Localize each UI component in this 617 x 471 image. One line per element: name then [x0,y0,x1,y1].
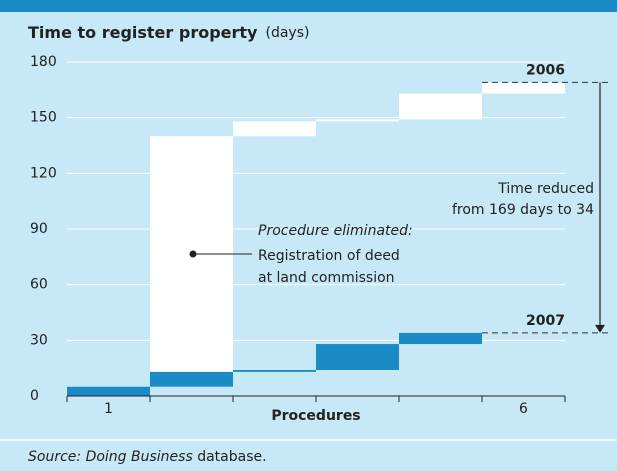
y-tick-label: 180 [30,54,57,70]
y-tick-label: 0 [30,388,39,404]
x-tick-label: 6 [519,401,528,417]
annotation: Registration of deed [258,248,400,264]
x-axis-label: Procedures [271,408,360,424]
arrow-head [595,324,605,333]
annotation: at land commission [258,270,395,286]
annotation: from 169 days to 34 [452,202,594,218]
x-tick-label: 1 [104,401,113,417]
y-unit: (days) [265,25,309,41]
legend-label: 2007 [526,313,565,329]
bar [399,93,482,120]
bar [482,82,565,94]
bar [233,370,316,372]
y-tick-label: 150 [30,110,57,126]
source-part: database. [193,449,267,465]
bar [233,121,316,137]
bar [150,371,233,387]
y-tick-label: 90 [30,221,48,237]
bar [150,136,233,387]
source: Source: Doing Business database. [28,449,267,465]
bar [316,119,399,122]
y-tick-label: 60 [30,277,48,293]
annotation-heading: Procedure eliminated: [258,223,413,239]
annotation: Time reduced [497,181,594,197]
legend-label: 2006 [526,62,565,78]
source-part: Source: [28,449,86,465]
title: Time to register property [28,23,258,42]
header-band [0,0,617,12]
bar [399,332,482,345]
source-part: Doing Business [86,449,193,465]
chart-title: Time to register property (days) [28,23,309,42]
y-tick-label: 30 [30,332,48,348]
callout-dot [189,250,197,258]
y-tick-label: 120 [30,165,57,181]
bar [316,344,399,371]
bar [67,386,150,396]
